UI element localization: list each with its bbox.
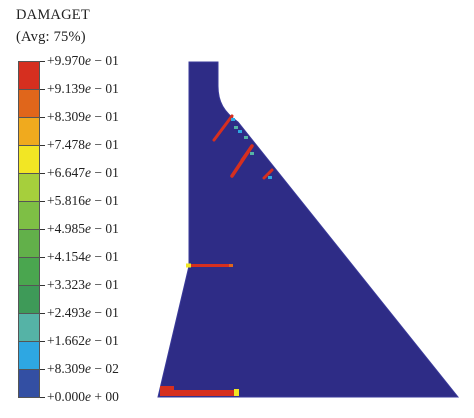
legend-level-label: +5.816e − 01 bbox=[47, 193, 119, 208]
legend-level-label: +8.309e − 02 bbox=[47, 361, 119, 376]
slope-crack-streak bbox=[240, 144, 254, 162]
crack-halo bbox=[231, 118, 235, 121]
base-crack bbox=[160, 386, 174, 390]
legend-tick-mark bbox=[40, 201, 45, 202]
legend-color-band bbox=[18, 369, 40, 398]
mid-height-crack-tip bbox=[229, 264, 233, 267]
legend-level-label: +9.970e − 01 bbox=[47, 53, 119, 68]
legend-tick-mark bbox=[40, 145, 45, 146]
base-crack bbox=[160, 390, 235, 396]
legend-level-label: +6.647e − 01 bbox=[47, 165, 119, 180]
legend-level-label: +1.662e − 01 bbox=[47, 333, 119, 348]
legend-tick-mark bbox=[40, 89, 45, 90]
crack-halo bbox=[244, 136, 248, 139]
legend-level-label: +2.493e − 01 bbox=[47, 305, 119, 320]
legend-level-label: +9.139e − 01 bbox=[47, 81, 119, 96]
legend-level-label: +7.478e − 01 bbox=[47, 137, 119, 152]
legend-tick-mark bbox=[40, 285, 45, 286]
legend-level-label: +0.000e + 00 bbox=[47, 389, 119, 404]
crack-halo bbox=[234, 126, 238, 129]
legend-tick-mark bbox=[40, 229, 45, 230]
legend-level-label: +3.323e − 01 bbox=[47, 277, 119, 292]
slope-crack-streak bbox=[212, 114, 234, 142]
legend-tick-mark bbox=[40, 397, 45, 398]
mid-height-crack-tip bbox=[186, 263, 191, 268]
damage-crack-zones bbox=[160, 114, 274, 396]
legend-level-label: +4.154e − 01 bbox=[47, 249, 119, 264]
legend-averaging-note: (Avg: 75%) bbox=[16, 29, 86, 45]
legend-tick-mark bbox=[40, 257, 45, 258]
mid-height-crack bbox=[190, 264, 230, 267]
dam-cross-section bbox=[157, 61, 460, 398]
dam-body-shape bbox=[157, 61, 460, 398]
legend-tick-mark bbox=[40, 61, 45, 62]
legend-tick-mark bbox=[40, 341, 45, 342]
crack-halo bbox=[238, 130, 242, 133]
legend-tick-mark bbox=[40, 369, 45, 370]
slope-crack-streak bbox=[262, 168, 274, 180]
base-crack-tip bbox=[234, 389, 239, 396]
crack-halo bbox=[250, 152, 254, 155]
crack-halo bbox=[268, 176, 272, 179]
legend-tick-mark bbox=[40, 173, 45, 174]
legend-tick-mark bbox=[40, 117, 45, 118]
legend-tick-mark bbox=[40, 313, 45, 314]
legend-variable-name: DAMAGET bbox=[16, 7, 90, 23]
legend-level-label: +4.985e − 01 bbox=[47, 221, 119, 236]
legend-level-label: +8.309e − 01 bbox=[47, 109, 119, 124]
